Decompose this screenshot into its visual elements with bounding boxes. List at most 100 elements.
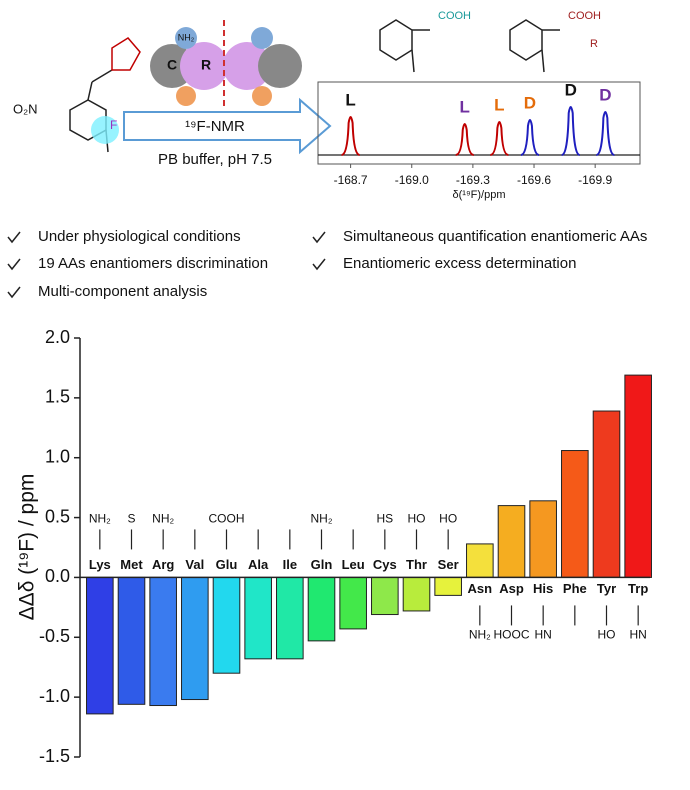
arrow xyxy=(123,97,332,155)
category-label: Tyr xyxy=(597,581,616,596)
sphere xyxy=(223,42,271,90)
bar xyxy=(86,576,114,715)
x-tick-label: -169.9 xyxy=(578,173,612,187)
sphere-label: R xyxy=(201,57,211,73)
category-label: Leu xyxy=(342,557,365,572)
y-axis-label: ΔΔδ (¹⁹F) / ppm xyxy=(16,474,39,621)
y-tick-label: 1.0 xyxy=(45,446,70,466)
category-label: Ile xyxy=(283,557,297,572)
sphere-label: C xyxy=(167,57,177,73)
sphere xyxy=(251,27,273,49)
category-label: Gln xyxy=(311,557,333,572)
spectrum-frame xyxy=(317,81,641,165)
x-axis-label: δ(¹⁹F)/ppm xyxy=(453,189,506,201)
peak-label: L xyxy=(345,90,355,109)
bar xyxy=(592,410,621,578)
fluorine: F xyxy=(110,118,117,132)
product-acid: COOH xyxy=(568,10,601,22)
bar xyxy=(244,576,272,660)
category-label: Cys xyxy=(373,557,397,572)
peak xyxy=(595,111,615,156)
bar xyxy=(561,450,589,578)
bullet-text: Simultaneous quantification enantiomeric… xyxy=(343,228,647,245)
bar xyxy=(307,576,336,642)
category-label: Val xyxy=(185,557,204,572)
checkmark xyxy=(7,286,21,299)
sphere xyxy=(180,42,228,90)
side-chain-label: HO xyxy=(408,512,426,526)
peak xyxy=(561,106,581,156)
side-chain-label: NH₂ xyxy=(311,512,333,526)
peak xyxy=(490,121,509,156)
bar xyxy=(497,505,526,578)
side-chain-label: HN xyxy=(534,628,551,642)
checkmark xyxy=(312,258,326,271)
sphere xyxy=(252,86,272,106)
category-label: Met xyxy=(120,557,143,572)
x-tick-label: -168.7 xyxy=(334,173,368,187)
side-chain-label: HOOC xyxy=(494,628,530,642)
category-label: Trp xyxy=(628,581,648,596)
side-chain-label: NH₂ xyxy=(152,512,174,526)
peak-label: L xyxy=(494,95,504,114)
bar xyxy=(212,576,241,674)
product-structure xyxy=(379,19,560,73)
category-label: Asn xyxy=(468,581,493,596)
side-chain-label: S xyxy=(127,512,135,526)
peak-label: D xyxy=(565,80,577,99)
bar xyxy=(149,576,177,707)
x-tick-label: -169.6 xyxy=(517,173,551,187)
bar xyxy=(276,576,304,660)
peak-label: L xyxy=(460,97,470,116)
y-tick-label: -1.0 xyxy=(39,686,70,706)
bar xyxy=(624,374,652,578)
x-tick-label: -169.3 xyxy=(456,173,490,187)
sphere xyxy=(175,27,197,49)
category-label: Ser xyxy=(438,557,459,572)
x-tick-label: -169.0 xyxy=(395,173,429,187)
product-acid: COOH xyxy=(438,10,471,22)
y-tick-label: 0.0 xyxy=(45,566,70,586)
bullet-text: Under physiological conditions xyxy=(38,228,241,245)
sphere xyxy=(176,86,196,106)
side-chain-label: NH₂ xyxy=(89,512,111,526)
category-label: Arg xyxy=(152,557,174,572)
category-label: Ala xyxy=(248,557,269,572)
side-chain-label: HO xyxy=(598,628,616,642)
product-r: R xyxy=(590,38,598,50)
fluorine-highlight xyxy=(91,116,119,144)
y-tick-label: 2.0 xyxy=(45,327,70,347)
reagent-group: O₂N xyxy=(13,101,38,116)
sphere xyxy=(258,44,302,88)
bar xyxy=(466,543,494,578)
sphere-label: NH₂ xyxy=(178,32,195,42)
y-tick-label: 0.5 xyxy=(45,506,70,526)
bar xyxy=(434,576,462,596)
y-tick-label: -1.5 xyxy=(39,746,70,766)
buffer-text: PB buffer, pH 7.5 xyxy=(158,151,272,168)
bar xyxy=(371,576,399,616)
category-label: Asp xyxy=(499,581,524,596)
bar xyxy=(181,576,209,701)
category-label: Phe xyxy=(563,581,587,596)
bullet-text: Enantiomeric excess determination xyxy=(343,255,576,272)
side-chain-label: HN xyxy=(629,628,646,642)
bar xyxy=(529,500,557,578)
peak xyxy=(455,123,474,156)
category-label: Thr xyxy=(406,557,427,572)
side-chain-label: NH₂ xyxy=(469,628,491,642)
bar xyxy=(339,576,367,630)
y-tick-label: -0.5 xyxy=(39,626,70,646)
side-chain-label: HO xyxy=(439,512,457,526)
bullet-text: 19 AAs enantiomers discrimination xyxy=(38,255,268,272)
side-chain-label: COOH xyxy=(209,512,245,526)
category-label: His xyxy=(533,581,553,596)
bar xyxy=(402,576,431,612)
bar xyxy=(117,576,146,705)
peak xyxy=(341,116,360,156)
peak xyxy=(520,119,540,156)
checkmark xyxy=(7,258,21,271)
y-tick-label: 1.5 xyxy=(45,387,70,407)
category-label: Lys xyxy=(89,557,111,572)
side-chain-label: HS xyxy=(376,512,393,526)
